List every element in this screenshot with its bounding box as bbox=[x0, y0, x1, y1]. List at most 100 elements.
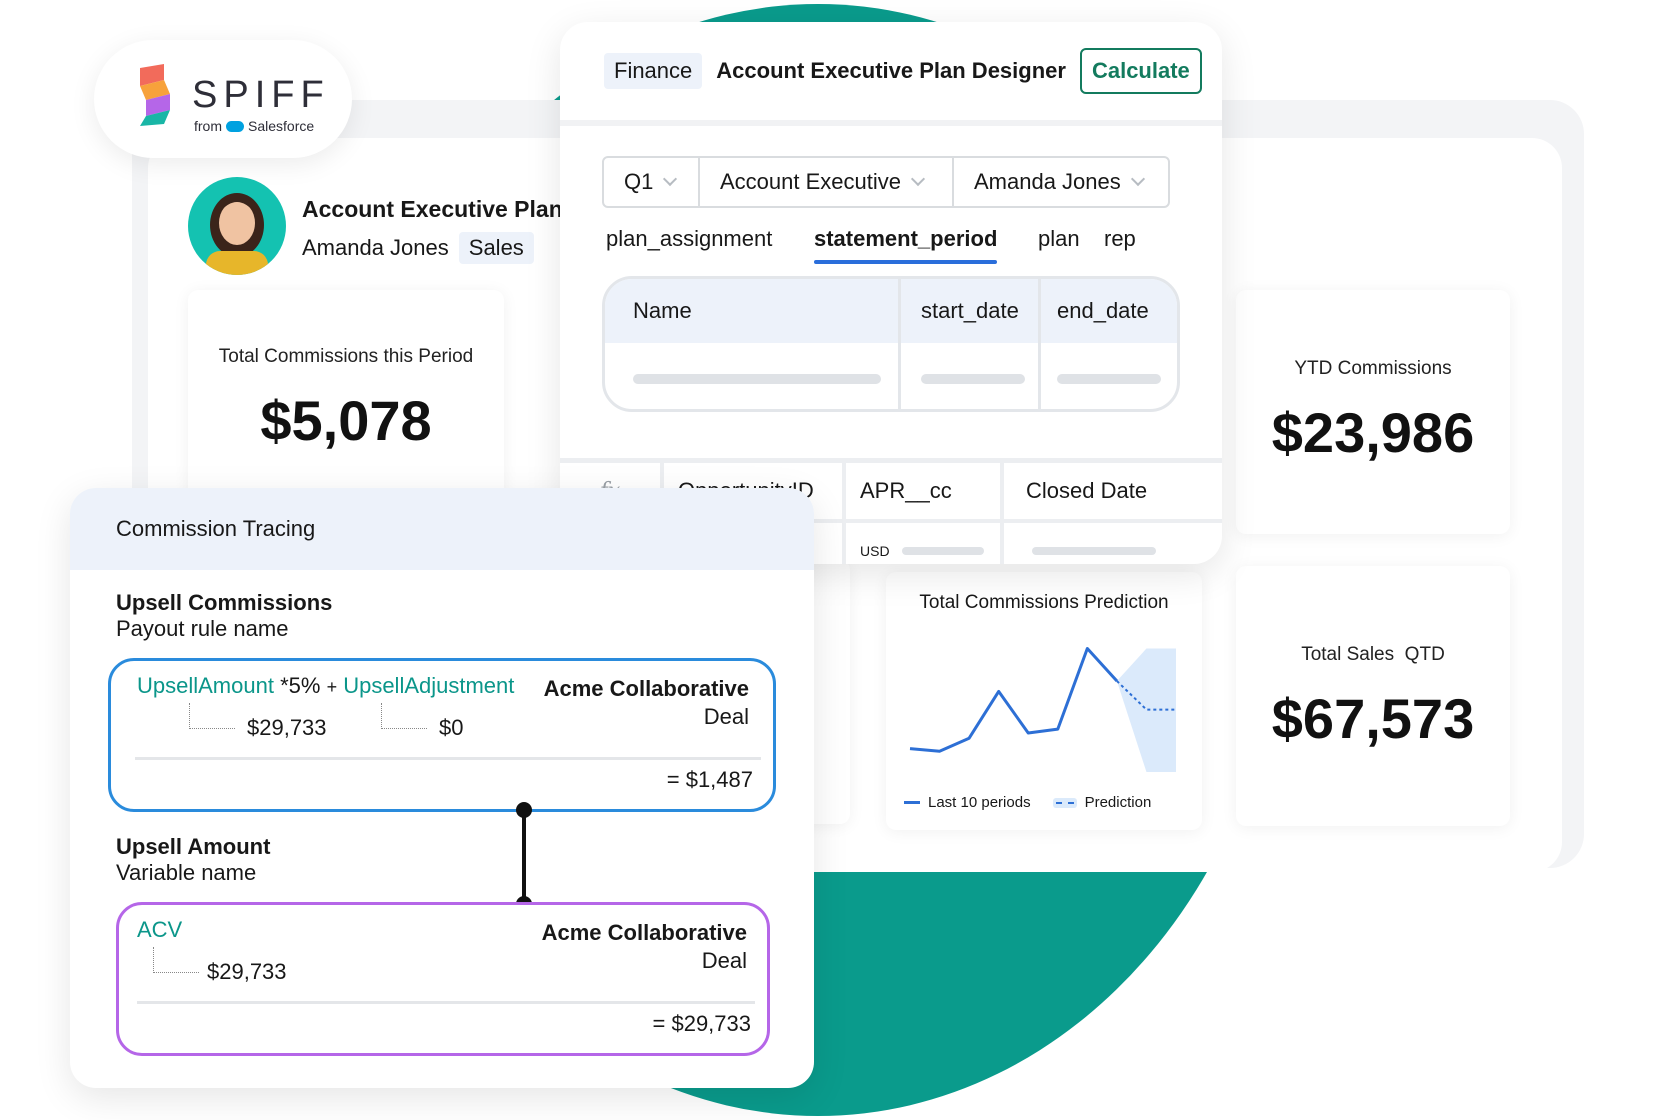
chevron-down-icon bbox=[663, 171, 678, 187]
formula-operator-plus: + bbox=[326, 677, 338, 697]
placeholder-cell bbox=[605, 343, 901, 409]
team-badge: Sales bbox=[458, 232, 534, 264]
placeholder-cell bbox=[560, 523, 846, 564]
deal-name-line1: Acme Collaborative bbox=[541, 920, 747, 945]
legend-history: Last 10 periods bbox=[904, 794, 1031, 811]
salesforce-cloud-icon bbox=[226, 120, 244, 132]
rep-value: Amanda Jones bbox=[974, 169, 1121, 194]
variable-result: = $29,733 bbox=[652, 1011, 751, 1036]
formula-term-upsell-adjustment[interactable]: UpsellAdjustment bbox=[343, 673, 515, 698]
commission-tracing-panel: Commission Tracing Upsell Commissions Pa… bbox=[70, 488, 814, 1088]
deal-name: Acme Collaborative Deal bbox=[544, 675, 749, 731]
variable-box[interactable]: ACV Acme Collaborative Deal $29,733 = $2… bbox=[116, 902, 770, 1056]
legend-solid-swatch bbox=[904, 801, 920, 804]
column-apr-cc[interactable]: APR__cc bbox=[846, 463, 1004, 519]
brand-partner: Salesforce bbox=[248, 118, 315, 134]
table-row: USD bbox=[560, 523, 1222, 564]
trace-connector bbox=[381, 703, 427, 729]
quarter-value: Q1 bbox=[624, 169, 654, 194]
tab-plan[interactable]: plan bbox=[1038, 226, 1080, 251]
trace-link-dot bbox=[516, 802, 532, 818]
role-value: Account Executive bbox=[720, 169, 901, 194]
deal-name: Acme Collaborative Deal bbox=[542, 919, 747, 975]
prediction-line bbox=[1116, 680, 1176, 711]
ytd-commissions-card: YTD Commissions $23,986 bbox=[1236, 290, 1510, 534]
legend-dashed-swatch bbox=[1052, 797, 1077, 808]
payout-result: = $1,487 bbox=[666, 767, 753, 792]
designer-header: Finance Account Executive Plan Designer … bbox=[560, 22, 1222, 126]
qtd-sales-card: Total Sales QTD $67,573 bbox=[1236, 566, 1510, 826]
brand-subline: from Salesforce bbox=[194, 118, 314, 134]
currency-label: USD bbox=[860, 543, 890, 559]
brand-name: SPIFF bbox=[192, 74, 330, 116]
placeholder-cell bbox=[1004, 523, 1222, 564]
filter-bar: Q1 Account Executive Amanda Jones bbox=[602, 156, 1170, 208]
deal-name-line2: Deal bbox=[703, 704, 749, 729]
avatar bbox=[188, 177, 286, 275]
prediction-legend: Last 10 periods Prediction bbox=[904, 794, 1151, 811]
payout-formula: UpsellAmount *5% + UpsellAdjustment bbox=[137, 673, 514, 699]
spiff-logo-icon bbox=[140, 64, 170, 126]
divider bbox=[135, 757, 761, 760]
prediction-title: Total Commissions Prediction bbox=[919, 592, 1169, 613]
payout-rule-box[interactable]: UpsellAmount *5% + UpsellAdjustment Acme… bbox=[108, 658, 776, 812]
rep-select[interactable]: Amanda Jones bbox=[954, 158, 1168, 206]
legend-history-label: Last 10 periods bbox=[928, 794, 1031, 811]
column-end-date[interactable]: end_date bbox=[1057, 298, 1149, 323]
rep-name: Amanda Jones bbox=[302, 235, 449, 260]
divider bbox=[137, 1001, 755, 1004]
prediction-band bbox=[1116, 648, 1176, 772]
upsell-amount-value: $29,733 bbox=[247, 715, 327, 740]
qtd-sales-value: $67,573 bbox=[1271, 687, 1475, 750]
plan-designer: Finance Account Executive Plan Designer … bbox=[560, 22, 1222, 564]
deal-name-line1: Acme Collaborative bbox=[543, 676, 749, 701]
tab-rep[interactable]: rep bbox=[1104, 226, 1136, 251]
acv-value: $29,733 bbox=[207, 959, 287, 984]
column-start-date[interactable]: start_date bbox=[901, 279, 1041, 343]
currency-cell: USD bbox=[846, 523, 1004, 564]
formula-operator-multiply: *5% bbox=[280, 673, 321, 698]
period-commissions-value: $5,078 bbox=[260, 389, 432, 452]
upsell-adjustment-value: $0 bbox=[439, 715, 464, 740]
variable-term-acv[interactable]: ACV bbox=[137, 917, 183, 942]
calculate-button[interactable]: Calculate bbox=[1079, 48, 1202, 94]
person-icon bbox=[206, 193, 268, 275]
formula-term-upsell-amount[interactable]: UpsellAmount bbox=[137, 673, 274, 698]
column-name[interactable]: Name bbox=[605, 279, 901, 343]
tab-statement-period[interactable]: statement_period bbox=[814, 226, 998, 264]
prediction-chart bbox=[909, 647, 1176, 772]
quarter-select[interactable]: Q1 bbox=[604, 158, 700, 206]
ytd-commissions-label: YTD Commissions bbox=[1294, 358, 1452, 379]
payout-rule-kind: Payout rule name bbox=[116, 616, 289, 641]
ytd-commissions-value: $23,986 bbox=[1271, 401, 1475, 464]
designer-title: Account Executive Plan Designer bbox=[716, 58, 1066, 83]
payout-rule-title: Upsell Commissions bbox=[116, 590, 333, 615]
period-commissions-label: Total Commissions this Period bbox=[218, 346, 474, 367]
column-closed-date[interactable]: Closed Date bbox=[1026, 478, 1148, 503]
role-select[interactable]: Account Executive bbox=[700, 158, 954, 206]
variable-formula: ACV bbox=[137, 917, 182, 943]
period-commissions-card: Total Commissions this Period $5,078 bbox=[188, 290, 504, 510]
qtd-sales-label: Total Sales QTD bbox=[1301, 644, 1445, 665]
tracing-header: Commission Tracing bbox=[70, 488, 814, 570]
brand-from: from bbox=[194, 118, 222, 134]
spiff-logo: SPIFF from Salesforce bbox=[94, 40, 352, 158]
history-line bbox=[909, 647, 1118, 753]
legend-forecast-label: Prediction bbox=[1084, 794, 1152, 811]
plan-title: Account Executive Plan bbox=[302, 196, 563, 222]
finance-tag[interactable]: Finance bbox=[604, 53, 703, 89]
trace-connector bbox=[189, 703, 235, 729]
chevron-down-icon bbox=[910, 171, 926, 187]
tab-plan-assignment[interactable]: plan_assignment bbox=[606, 226, 773, 251]
chevron-down-icon bbox=[1130, 171, 1145, 187]
period-table: Name start_date end_date bbox=[602, 276, 1180, 412]
table-row bbox=[605, 343, 1177, 409]
trace-connector bbox=[153, 947, 199, 973]
trace-link-line bbox=[522, 808, 526, 904]
variable-kind: Variable name bbox=[116, 860, 257, 885]
deal-name-line2: Deal bbox=[701, 948, 747, 973]
placeholder-cell bbox=[901, 343, 1041, 409]
legend-forecast: Prediction bbox=[1052, 794, 1152, 811]
placeholder-cell bbox=[1041, 343, 1177, 409]
plan-subtitle: Amanda Jones Sales bbox=[302, 232, 534, 264]
